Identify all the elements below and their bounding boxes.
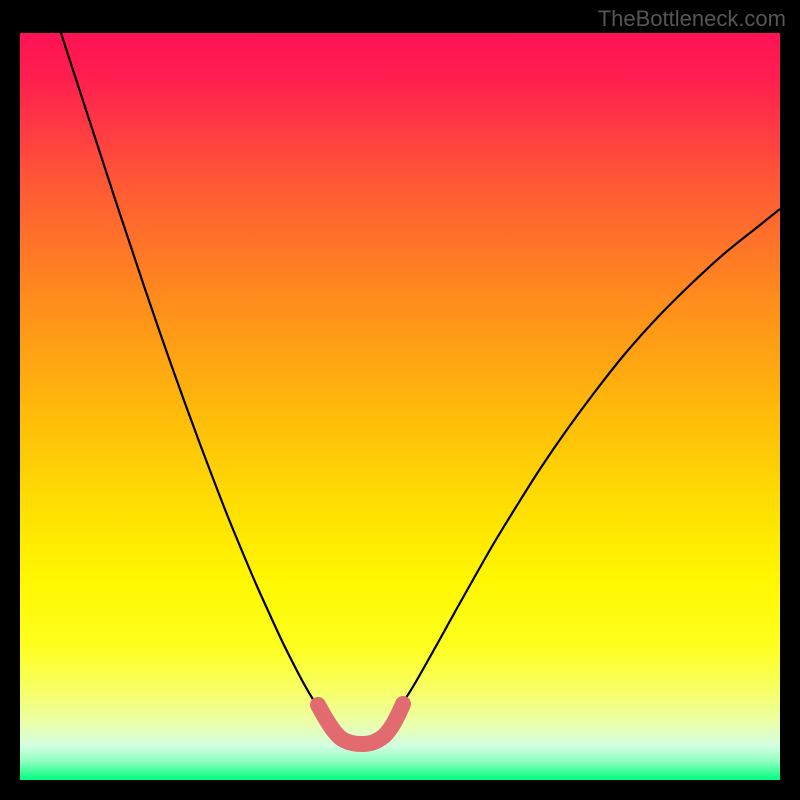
gradient-background xyxy=(20,33,780,780)
plot-svg xyxy=(20,33,780,780)
watermark-text: TheBottleneck.com xyxy=(598,6,786,32)
plot-area xyxy=(20,33,780,780)
